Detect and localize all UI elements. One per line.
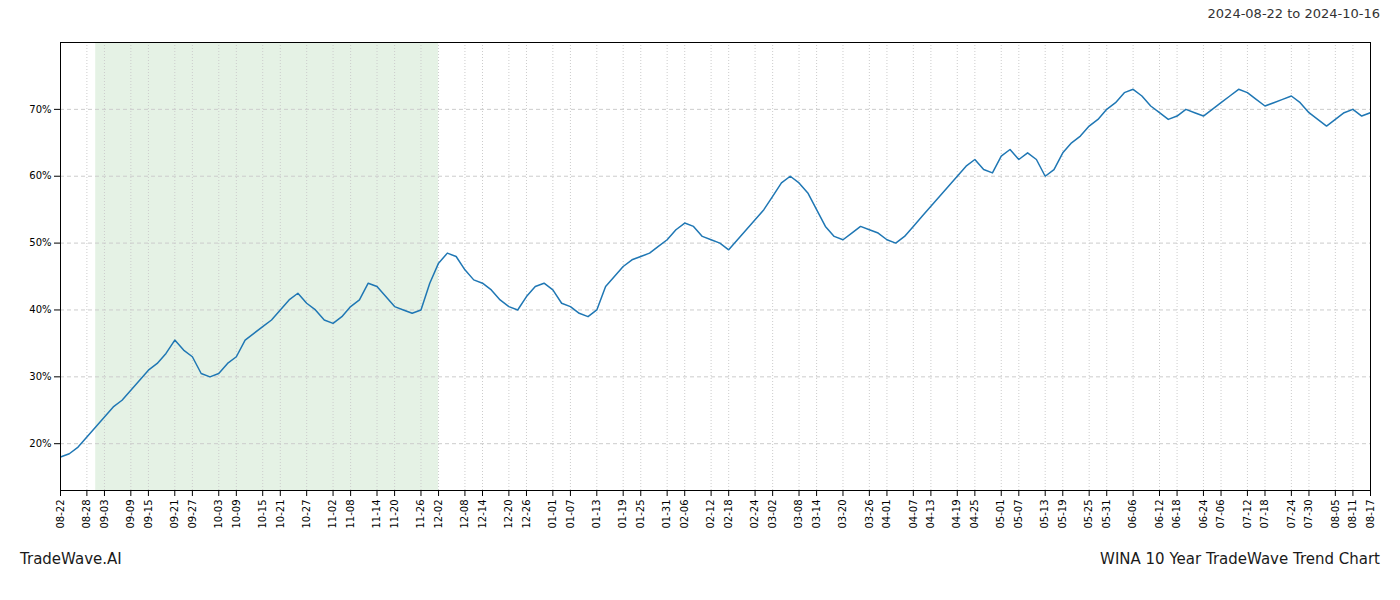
svg-text:09-21: 09-21 [169, 500, 180, 529]
svg-text:01-31: 01-31 [661, 500, 672, 529]
svg-text:05-01: 05-01 [995, 500, 1006, 529]
svg-text:09-15: 09-15 [143, 500, 154, 529]
svg-text:08-11: 08-11 [1347, 500, 1358, 529]
html-text:TradeWave.AI: TradeWave.AI [20, 550, 122, 568]
svg-text:10-15: 10-15 [257, 500, 268, 529]
svg-text:10-09: 10-09 [231, 500, 242, 529]
svg-text:02-18: 02-18 [723, 500, 734, 529]
html-text:2024-08-22 to 2024-10-16: 2024-08-22 to 2024-10-16 [1207, 6, 1380, 21]
svg-text:09-09: 09-09 [125, 500, 136, 529]
svg-text:50%: 50% [29, 237, 51, 248]
svg-text:04-01: 04-01 [881, 500, 892, 529]
svg-text:01-01: 01-01 [547, 500, 558, 529]
svg-text:04-13: 04-13 [925, 500, 936, 529]
svg-text:60%: 60% [29, 170, 51, 181]
svg-text:01-13: 01-13 [591, 500, 602, 529]
svg-text:07-24: 07-24 [1286, 500, 1297, 529]
svg-text:05-19: 05-19 [1057, 500, 1068, 529]
svg-text:08-05: 08-05 [1330, 500, 1341, 529]
svg-text:04-19: 04-19 [951, 500, 962, 529]
svg-text:03-26: 03-26 [864, 500, 875, 529]
svg-text:07-30: 07-30 [1303, 500, 1314, 529]
svg-text:09-03: 09-03 [99, 500, 110, 529]
svg-text:03-14: 03-14 [811, 500, 822, 529]
svg-text:07-06: 07-06 [1215, 500, 1226, 529]
svg-text:06-06: 06-06 [1127, 500, 1138, 529]
svg-text:05-25: 05-25 [1083, 500, 1094, 529]
svg-text:11-26: 11-26 [415, 500, 426, 529]
svg-text:04-25: 04-25 [969, 500, 980, 529]
svg-text:12-08: 12-08 [459, 500, 470, 529]
svg-text:08-22: 08-22 [55, 500, 66, 529]
svg-text:01-07: 01-07 [565, 500, 576, 529]
svg-text:10-21: 10-21 [274, 500, 285, 529]
svg-text:12-14: 12-14 [477, 500, 488, 529]
svg-text:04-07: 04-07 [908, 500, 919, 529]
svg-text:06-18: 06-18 [1171, 500, 1182, 529]
svg-text:02-12: 02-12 [705, 500, 716, 529]
svg-text:02-24: 02-24 [749, 500, 760, 529]
svg-text:08-28: 08-28 [81, 500, 92, 529]
html-text:WINA 10 Year TradeWave Trend C: WINA 10 Year TradeWave Trend Chart [1100, 550, 1380, 568]
svg-text:03-02: 03-02 [767, 500, 778, 529]
svg-text:70%: 70% [29, 104, 51, 115]
svg-text:02-06: 02-06 [679, 500, 690, 529]
svg-text:05-13: 05-13 [1039, 500, 1050, 529]
svg-text:01-25: 01-25 [635, 500, 646, 529]
svg-text:30%: 30% [29, 371, 51, 382]
svg-text:06-12: 06-12 [1154, 500, 1165, 529]
svg-text:06-24: 06-24 [1198, 500, 1209, 529]
svg-text:05-07: 05-07 [1013, 500, 1024, 529]
svg-text:11-08: 11-08 [345, 500, 356, 529]
svg-text:12-26: 12-26 [521, 500, 532, 529]
svg-text:20%: 20% [29, 438, 51, 449]
svg-text:10-27: 10-27 [301, 500, 312, 529]
svg-text:12-02: 12-02 [433, 500, 444, 529]
svg-text:11-14: 11-14 [371, 500, 382, 529]
svg-text:01-19: 01-19 [617, 500, 628, 529]
svg-text:11-02: 11-02 [327, 500, 338, 529]
svg-text:08-17: 08-17 [1365, 500, 1376, 529]
svg-text:11-20: 11-20 [389, 500, 400, 529]
svg-text:03-20: 03-20 [837, 500, 848, 529]
svg-text:09-27: 09-27 [187, 500, 198, 529]
svg-text:12-20: 12-20 [503, 500, 514, 529]
svg-text:07-18: 07-18 [1259, 500, 1270, 529]
svg-text:10-03: 10-03 [213, 500, 224, 529]
svg-text:40%: 40% [29, 304, 51, 315]
svg-text:03-08: 03-08 [793, 500, 804, 529]
svg-text:05-31: 05-31 [1101, 500, 1112, 529]
svg-text:07-12: 07-12 [1242, 500, 1253, 529]
